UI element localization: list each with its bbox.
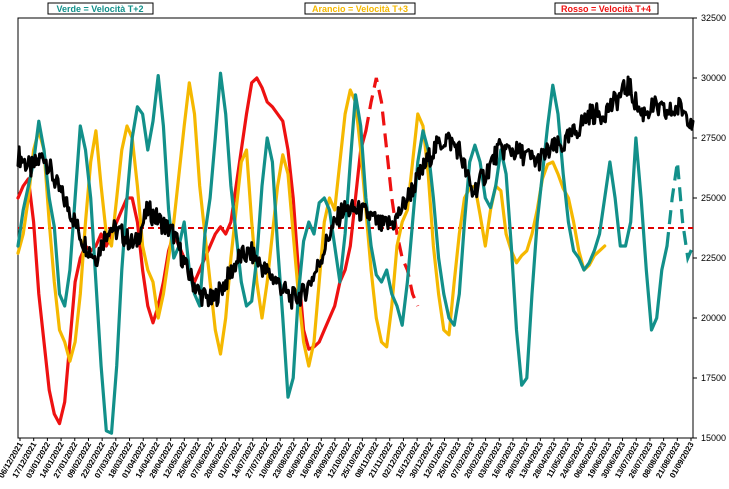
legend-orange-label: Arancio = Velocità T+3 [312, 4, 408, 14]
y-tick-label: 15000 [701, 433, 726, 443]
y-tick-label: 30000 [701, 73, 726, 83]
legend-orange-box [304, 2, 416, 15]
legend-green-box [47, 2, 154, 15]
legend-green-label: Verde = Velocità T+2 [56, 4, 143, 14]
legend-orange: Arancio = Velocità T+3 [304, 2, 416, 15]
y-tick-label: 27500 [701, 133, 726, 143]
legend-red-label: Rosso = Velocità T+4 [561, 4, 651, 14]
y-tick-label: 20000 [701, 313, 726, 323]
y-tick-label: 32500 [701, 13, 726, 23]
y-tick-label: 25000 [701, 193, 726, 203]
y-axis-ticks: 15000 17500 20000 22500 25000 27500 30000 32500 [693, 13, 726, 443]
y-tick-label: 22500 [701, 253, 726, 263]
series-price-line [16, 75, 695, 310]
series-green-line-forecast [665, 161, 695, 264]
y-tick-label: 17500 [701, 373, 726, 383]
legend-green: Verde = Velocità T+2 [47, 2, 154, 15]
series-layer [16, 71, 695, 435]
series-green-line [16, 71, 669, 435]
legend-red-box [554, 2, 659, 15]
series-red-line-forecast [364, 77, 420, 307]
x-axis-ticks: 06/12/202117/12/202103/01/202214/01/2022… [0, 438, 696, 480]
series-orange-line [16, 81, 607, 368]
legend-red: Rosso = Velocità T+4 [554, 2, 659, 15]
